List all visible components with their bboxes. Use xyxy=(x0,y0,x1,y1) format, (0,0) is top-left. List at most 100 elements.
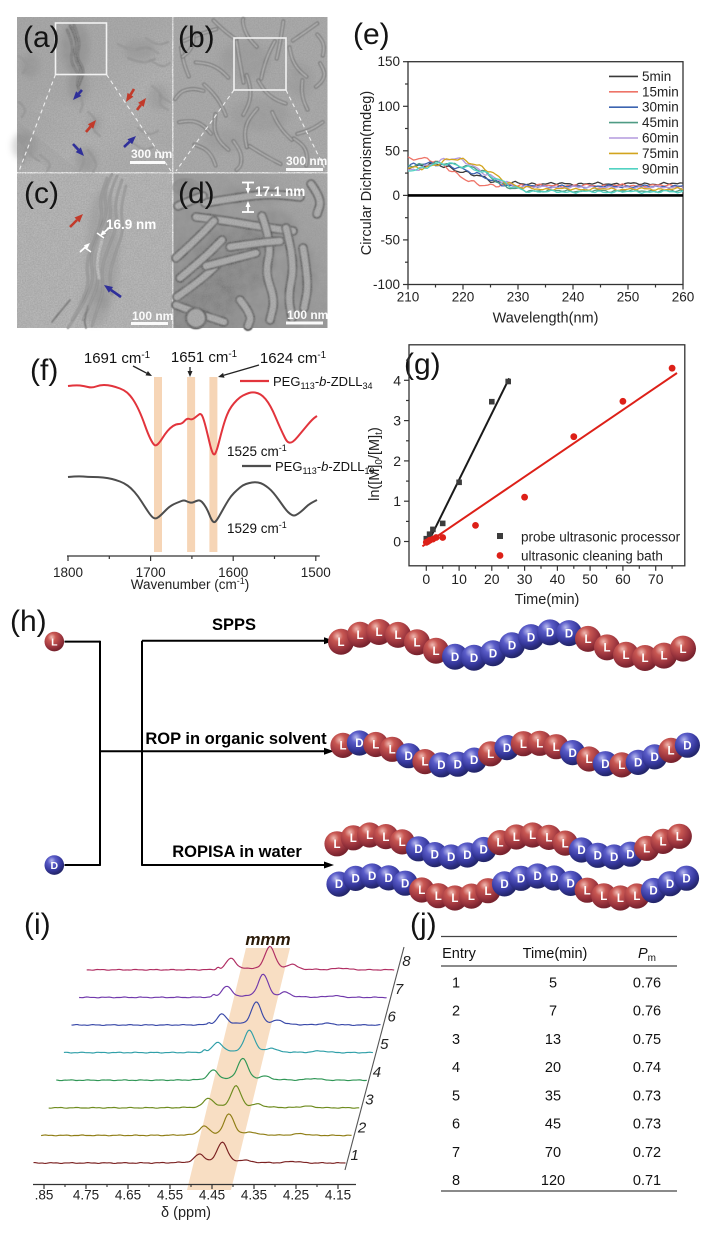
svg-text:L: L xyxy=(633,891,640,903)
svg-text:L: L xyxy=(643,843,650,855)
svg-text:L: L xyxy=(366,830,373,842)
svg-text:L: L xyxy=(350,833,357,845)
svg-text:L: L xyxy=(372,740,379,752)
svg-text:(h): (h) xyxy=(10,605,47,638)
svg-text:L: L xyxy=(394,630,401,642)
svg-text:D: D xyxy=(650,752,658,764)
svg-text:D: D xyxy=(550,873,558,885)
svg-text:2: 2 xyxy=(452,1004,460,1020)
svg-text:10: 10 xyxy=(451,571,467,587)
svg-text:D: D xyxy=(500,879,508,891)
svg-text:240: 240 xyxy=(562,290,585,305)
svg-text:50: 50 xyxy=(385,143,400,158)
svg-text:δ (ppm): δ (ppm) xyxy=(161,1205,211,1221)
svg-text:D: D xyxy=(682,873,690,885)
svg-text:230: 230 xyxy=(507,290,530,305)
svg-text:7: 7 xyxy=(452,1145,460,1161)
svg-text:L: L xyxy=(529,830,536,842)
svg-text:4.35: 4.35 xyxy=(241,1188,267,1203)
svg-text:13: 13 xyxy=(545,1032,561,1048)
svg-text:D: D xyxy=(601,759,609,771)
svg-text:D: D xyxy=(626,849,634,861)
svg-text:60min: 60min xyxy=(642,131,679,146)
svg-text:4: 4 xyxy=(452,1060,460,1076)
svg-text:D: D xyxy=(649,886,657,898)
svg-text:D: D xyxy=(567,879,575,891)
svg-text:220: 220 xyxy=(452,290,475,305)
svg-text:0.71: 0.71 xyxy=(633,1173,661,1189)
svg-text:L: L xyxy=(432,646,439,658)
svg-text:4.45: 4.45 xyxy=(199,1188,225,1203)
svg-text:-100: -100 xyxy=(373,277,400,292)
svg-text:2: 2 xyxy=(357,1119,367,1136)
svg-text:20: 20 xyxy=(484,571,500,587)
svg-text:150: 150 xyxy=(377,54,400,69)
svg-text:4.75: 4.75 xyxy=(73,1188,99,1203)
svg-text:15min: 15min xyxy=(642,84,679,99)
svg-text:L: L xyxy=(617,893,624,905)
svg-text:L: L xyxy=(339,741,346,753)
svg-text:L: L xyxy=(435,891,442,903)
svg-text:L: L xyxy=(333,839,340,851)
svg-text:0: 0 xyxy=(393,534,401,550)
svg-text:(j): (j) xyxy=(410,908,437,941)
svg-text:D: D xyxy=(431,850,439,862)
svg-text:L: L xyxy=(536,739,543,751)
svg-text:L: L xyxy=(553,742,560,754)
svg-text:40: 40 xyxy=(550,571,566,587)
svg-text:100 nm: 100 nm xyxy=(132,309,173,323)
svg-text:mmm: mmm xyxy=(245,930,290,949)
svg-text:L: L xyxy=(356,630,363,642)
svg-text:L: L xyxy=(413,637,420,649)
svg-text:(e): (e) xyxy=(353,18,390,51)
svg-text:45min: 45min xyxy=(642,115,679,130)
svg-text:3: 3 xyxy=(452,1032,460,1048)
svg-text:Wavenumber (cm-1): Wavenumber (cm-1) xyxy=(131,576,250,592)
svg-text:D: D xyxy=(565,628,573,640)
svg-text:L: L xyxy=(389,744,396,756)
svg-text:17.1 nm: 17.1 nm xyxy=(255,184,305,199)
svg-text:D: D xyxy=(51,860,59,872)
svg-text:ROP in organic solvent: ROP in organic solvent xyxy=(145,730,327,748)
svg-text:4.15: 4.15 xyxy=(325,1188,351,1203)
svg-text:probe ultrasonic processor: probe ultrasonic processor xyxy=(521,530,681,545)
svg-text:L: L xyxy=(382,832,389,844)
svg-text:1500: 1500 xyxy=(301,565,331,580)
svg-text:D: D xyxy=(401,878,409,890)
svg-text:SPPS: SPPS xyxy=(212,616,256,634)
svg-text:0.76: 0.76 xyxy=(633,975,661,991)
svg-text:7: 7 xyxy=(395,981,404,998)
svg-text:Wavelength(nm): Wavelength(nm) xyxy=(493,311,599,327)
svg-text:L: L xyxy=(562,838,569,850)
svg-text:8: 8 xyxy=(452,1173,460,1189)
svg-text:1800: 1800 xyxy=(53,565,83,580)
svg-text:50: 50 xyxy=(582,571,598,587)
svg-text:45: 45 xyxy=(545,1117,561,1133)
svg-text:(f): (f) xyxy=(30,354,58,387)
svg-text:6: 6 xyxy=(452,1117,460,1133)
svg-text:300 nm: 300 nm xyxy=(131,147,172,161)
svg-text:0.74: 0.74 xyxy=(633,1060,661,1076)
svg-text:8: 8 xyxy=(402,953,411,970)
svg-text:D: D xyxy=(414,844,422,856)
svg-text:260: 260 xyxy=(672,290,695,305)
svg-text:D: D xyxy=(480,845,488,857)
svg-text:30: 30 xyxy=(517,571,533,587)
svg-text:D: D xyxy=(404,751,412,763)
svg-text:100 nm: 100 nm xyxy=(287,308,328,322)
svg-text:(c): (c) xyxy=(24,177,59,210)
svg-text:D: D xyxy=(447,852,455,864)
svg-text:L: L xyxy=(520,739,527,751)
svg-text:L: L xyxy=(641,653,648,665)
svg-text:1: 1 xyxy=(393,493,401,509)
svg-text:5min: 5min xyxy=(642,69,671,84)
svg-text:70: 70 xyxy=(545,1145,561,1161)
svg-text:PEG113-b-ZDLL19: PEG113-b-ZDLL19 xyxy=(275,459,375,476)
svg-text:4.65: 4.65 xyxy=(115,1188,141,1203)
svg-text:(a): (a) xyxy=(23,21,60,54)
svg-text:L: L xyxy=(584,885,591,897)
svg-text:3: 3 xyxy=(365,1092,374,1109)
svg-text:1: 1 xyxy=(351,1147,359,1164)
svg-text:D: D xyxy=(454,759,462,771)
svg-text:4.55: 4.55 xyxy=(157,1188,183,1203)
